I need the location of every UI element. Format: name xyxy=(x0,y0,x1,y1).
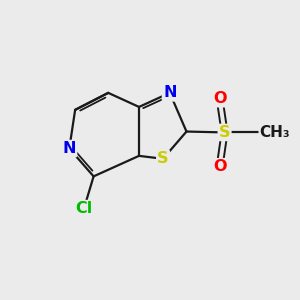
Text: O: O xyxy=(213,159,226,174)
Text: O: O xyxy=(213,91,226,106)
Text: CH₃: CH₃ xyxy=(260,125,290,140)
Text: S: S xyxy=(157,151,169,166)
Text: Cl: Cl xyxy=(75,201,93,216)
Text: N: N xyxy=(163,85,176,100)
Text: N: N xyxy=(62,141,76,156)
Text: S: S xyxy=(219,125,230,140)
